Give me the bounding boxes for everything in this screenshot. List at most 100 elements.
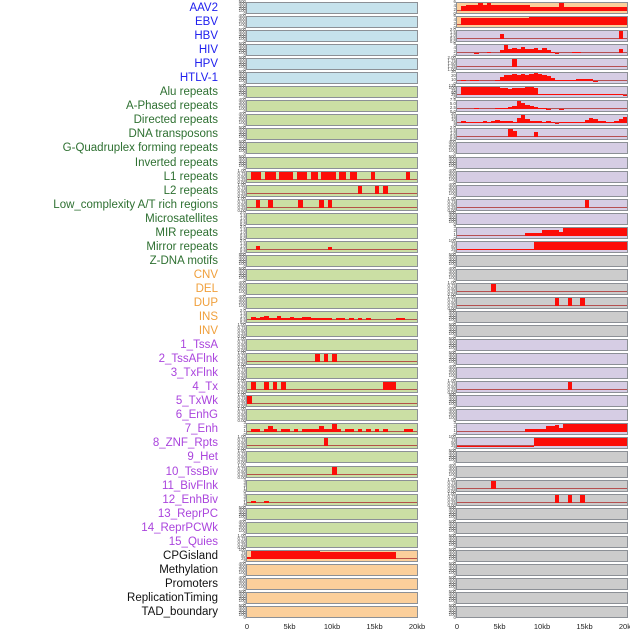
track-panel <box>246 297 418 309</box>
track-panel <box>246 283 418 295</box>
data-bar <box>256 246 261 251</box>
y-tick-label: 1.00 <box>447 197 456 201</box>
data-bar <box>623 117 628 123</box>
track-panel <box>246 128 418 140</box>
track-panel <box>456 466 628 478</box>
data-bar <box>568 297 573 306</box>
track-panel <box>456 550 628 562</box>
track-panel <box>456 522 628 534</box>
data-bar <box>290 171 294 180</box>
data-bar <box>580 494 585 503</box>
track-panel <box>246 592 418 604</box>
track-panel <box>456 536 628 548</box>
track-label-13-reprpc: 13_ReprPC <box>0 509 218 521</box>
y-tick-label: 1.00 <box>237 379 246 383</box>
track-label-promoters: Promoters <box>0 579 218 591</box>
data-bar <box>375 185 380 194</box>
track-label-directed-repeats: Directed repeats <box>0 115 218 127</box>
data-bar <box>319 199 324 208</box>
data-bar <box>619 30 624 39</box>
track-panel <box>456 157 628 169</box>
data-bar <box>534 132 539 137</box>
y-tick-label: 1.00 <box>237 323 246 327</box>
track-panel <box>456 44 628 56</box>
y-tick-label: 500 <box>449 211 456 215</box>
baseline <box>457 136 627 137</box>
track-label-tad-boundary: TAD_boundary <box>0 607 218 619</box>
data-bar <box>268 199 273 208</box>
data-bar <box>366 318 371 320</box>
data-bar <box>474 80 479 81</box>
track-panel <box>246 30 418 42</box>
track-panel <box>456 227 628 239</box>
data-bar <box>383 185 388 194</box>
y-tick-label: 500 <box>239 56 246 60</box>
data-bar <box>281 381 286 390</box>
track-panel <box>246 311 418 323</box>
y-tick-label: 2.00 <box>447 56 456 60</box>
y-tick-label: 1.00 <box>237 197 246 201</box>
data-bar <box>256 429 261 432</box>
track-panel <box>456 269 628 281</box>
y-tick-label: 1.00 <box>447 492 456 496</box>
data-bar <box>349 429 354 432</box>
y-tick-label: 500 <box>449 576 456 580</box>
y-tick-label: 400 <box>239 14 246 18</box>
y-tick-label: 400 <box>449 267 456 271</box>
data-bar <box>285 429 290 432</box>
y-tick-label: 500 <box>449 323 456 327</box>
track-label-5-txwk: 5_TxWk <box>0 396 218 408</box>
track-label-14-reprpcwk: 14_ReprPCWk <box>0 523 218 535</box>
y-tick-label: 1.00 <box>237 183 246 187</box>
track-panel <box>456 30 628 42</box>
y-tick-label: 400 <box>449 365 456 369</box>
track-panel <box>246 269 418 281</box>
track-label-6-enhg: 6_EnhG <box>0 410 218 422</box>
track-panel <box>246 241 418 253</box>
track-panel <box>246 606 418 618</box>
track-panel <box>456 451 628 463</box>
data-bar <box>474 108 479 109</box>
y-tick-label: 1.00 <box>237 534 246 538</box>
y-tick-label: 1.00 <box>237 464 246 468</box>
data-bar <box>559 109 564 110</box>
y-tick-label: 1.00 <box>237 351 246 355</box>
baseline <box>247 502 417 503</box>
y-tick-label: 500 <box>239 70 246 74</box>
track-panel <box>246 353 418 365</box>
track-label-4-tx: 4_Tx <box>0 382 218 394</box>
y-tick-label: 100 <box>239 548 246 552</box>
y-tick-label: 125 <box>449 84 456 88</box>
track-panel <box>456 100 628 112</box>
track-panel <box>456 297 628 309</box>
track-panel <box>456 2 628 14</box>
data-bar <box>555 494 560 503</box>
y-tick-label: 500 <box>239 126 246 130</box>
track-panel <box>456 72 628 84</box>
track-label-12-enhbiv: 12_EnhBiv <box>0 495 218 507</box>
y-tick-label: 400 <box>449 183 456 187</box>
track-panel <box>246 451 418 463</box>
data-bar <box>341 318 346 320</box>
track-panel <box>246 395 418 407</box>
track-panel <box>246 199 418 211</box>
data-bar <box>400 318 405 320</box>
track-label-inv: INV <box>0 326 218 338</box>
track-label-ebv: EBV <box>0 17 218 29</box>
track-label-dup: DUP <box>0 298 218 310</box>
baseline <box>457 502 627 503</box>
track-panel <box>456 395 628 407</box>
y-tick-label: 1.00 <box>447 295 456 299</box>
data-bar <box>328 247 333 250</box>
y-tick-label: 500 <box>449 590 456 594</box>
track-panel <box>246 409 418 421</box>
track-label-2-tssaflnk: 2_TssAFlnk <box>0 354 218 366</box>
y-tick-label: 500 <box>449 393 456 397</box>
y-tick-label: 400 <box>449 407 456 411</box>
